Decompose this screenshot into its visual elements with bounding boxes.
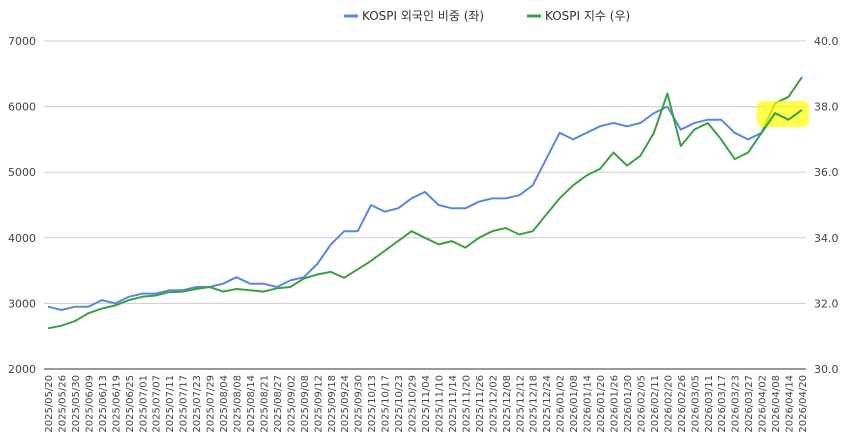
x-tick-label: 2026/01/30 — [623, 375, 634, 433]
highlight-marker — [757, 101, 809, 127]
y-right-tick-label: 34.0 — [814, 232, 839, 245]
x-tick-label: 2026/03/05 — [690, 375, 701, 433]
x-tick-label: 2025/09/12 — [313, 375, 324, 433]
x-tick-label: 2025/06/13 — [98, 375, 109, 433]
x-tick-label: 2026/04/08 — [771, 375, 782, 433]
x-tick-label: 2025/11/14 — [448, 375, 459, 433]
x-tick-label: 2026/01/08 — [569, 375, 580, 433]
x-tick-label: 2025/07/01 — [138, 375, 149, 433]
x-tick-label: 2026/04/14 — [785, 375, 796, 433]
x-tick-label: 2025/10/29 — [408, 375, 419, 433]
x-tick-label: 2026/04/20 — [798, 375, 809, 433]
x-tick-label: 2025/09/18 — [327, 375, 338, 433]
x-tick-label: 2025/08/14 — [246, 375, 257, 433]
x-tick-label: 2025/11/26 — [475, 375, 486, 433]
x-tick-label: 2025/11/10 — [434, 375, 445, 433]
x-tick-label: 2025/07/17 — [179, 375, 190, 433]
x-tick-label: 2026/01/20 — [596, 375, 607, 433]
x-tick-label: 2025/05/20 — [44, 375, 55, 433]
y-left-tick-label: 4000 — [8, 232, 36, 245]
x-tick-label: 2026/03/23 — [731, 375, 742, 433]
x-tick-label: 2025/06/09 — [84, 375, 95, 433]
x-tick-label: 2025/12/18 — [529, 375, 540, 433]
y-left-tick-label: 5000 — [8, 166, 36, 179]
x-tick-label: 2025/08/21 — [259, 375, 270, 433]
x-tick-label: 2026/03/17 — [717, 375, 728, 433]
x-tick-label: 2025/07/23 — [192, 375, 203, 433]
y-right-tick-label: 38.0 — [814, 101, 839, 114]
x-tick-label: 2026/01/14 — [583, 375, 594, 433]
x-tick-label: 2025/12/24 — [542, 375, 553, 433]
y-left-tick-label: 2000 — [8, 363, 36, 376]
x-tick-label: 2025/05/26 — [57, 375, 68, 433]
y-right-tick-label: 36.0 — [814, 166, 839, 179]
x-tick-label: 2025/11/20 — [461, 375, 472, 433]
y-right-tick-label: 30.0 — [814, 363, 839, 376]
series-line-1 — [47, 105, 803, 311]
series-line-2 — [47, 76, 803, 330]
x-tick-label: 2025/05/30 — [71, 375, 82, 433]
y-right-tick-label: 32.0 — [814, 297, 839, 310]
x-tick-label: 2025/07/07 — [152, 375, 163, 433]
legend-label: KOSPI 지수 (우) — [545, 9, 630, 23]
x-tick-label: 2026/02/11 — [650, 375, 661, 433]
x-tick-label: 2025/09/30 — [354, 375, 365, 433]
x-tick-label: 2025/07/11 — [165, 375, 176, 433]
x-tick-label: 2026/02/05 — [636, 375, 647, 433]
x-tick-label: 2025/08/08 — [233, 375, 244, 433]
x-tick-label: 2025/09/08 — [300, 375, 311, 433]
x-tick-label: 2026/03/11 — [704, 375, 715, 433]
x-tick-label: 2025/10/13 — [367, 375, 378, 433]
x-tick-label: 2025/08/04 — [219, 375, 230, 433]
x-tick-label: 2025/12/12 — [515, 375, 526, 433]
x-tick-label: 2026/01/26 — [610, 375, 621, 433]
y-left-tick-label: 3000 — [8, 297, 36, 310]
y-left-tick-label: 6000 — [8, 101, 36, 114]
series-line-1-tail — [760, 109, 803, 134]
legend-label: KOSPI 외국인 비중 (좌) — [362, 9, 484, 23]
y-right-tick-label: 40.0 — [814, 35, 839, 48]
x-tick-label: 2025/08/27 — [273, 375, 284, 433]
x-tick-label: 2025/10/17 — [381, 375, 392, 433]
x-tick-label: 2025/09/24 — [340, 375, 351, 433]
x-tick-label: 2026/03/27 — [744, 375, 755, 433]
x-tick-label: 2026/02/20 — [663, 375, 674, 433]
x-tick-label: 2025/10/23 — [394, 375, 405, 433]
y-left-tick-label: 7000 — [8, 35, 36, 48]
x-tick-label: 2026/04/02 — [758, 375, 769, 433]
x-tick-label: 2026/01/02 — [556, 375, 567, 433]
x-tick-label: 2025/09/02 — [286, 375, 297, 433]
x-tick-label: 2025/06/25 — [125, 375, 136, 433]
x-tick-label: 2026/02/26 — [677, 375, 688, 433]
x-tick-label: 2025/11/04 — [421, 375, 432, 433]
x-tick-label: 2025/06/19 — [111, 375, 122, 433]
x-tick-label: 2025/12/08 — [502, 375, 513, 433]
x-tick-label: 2025/07/29 — [206, 375, 217, 433]
x-tick-label: 2025/12/02 — [488, 375, 499, 433]
